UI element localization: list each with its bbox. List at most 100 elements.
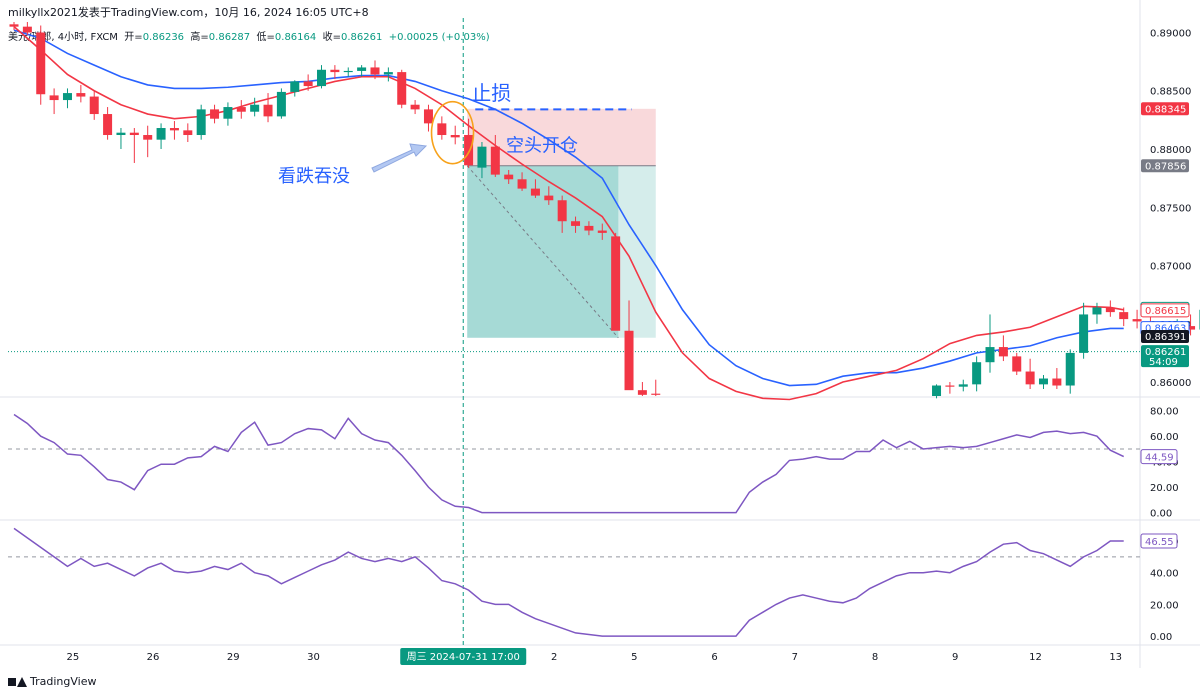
publisher-line: milkyllx2021发表于TradingView.com，10月 16, 2…: [8, 6, 369, 19]
candle-body: [357, 67, 367, 71]
crosshair-time-tag: [400, 648, 527, 665]
legend-open-label: 开=: [124, 32, 143, 43]
candle-body: [1012, 356, 1022, 372]
candle-body: [624, 330, 634, 391]
candle-body: [504, 174, 514, 180]
price-label-text: 0.87856: [1145, 161, 1186, 172]
candle-body: [116, 132, 126, 136]
candle-body: [998, 347, 1008, 357]
oscillator-1-value-tag: [1140, 449, 1178, 465]
candle-body: [410, 104, 420, 110]
symbol-legend: 美元/瑞郎, 4小时, FXCM 开=0.86236 高=0.86287 低=0…: [8, 28, 490, 43]
candle-body: [1092, 307, 1102, 315]
price-tick-label: 0.88500: [1150, 87, 1191, 98]
candle-body: [250, 104, 260, 112]
candle-body: [383, 72, 393, 75]
ma-slow-line: [13, 29, 1124, 387]
oscillator-1-tick-label: 80.00: [1150, 407, 1179, 418]
time-tick-label: 2: [551, 652, 557, 663]
price-label-tag: [1141, 102, 1189, 116]
price-label-tag: [1141, 345, 1189, 368]
candle-body: [22, 26, 32, 33]
candle-body: [517, 179, 527, 189]
candle-body: [571, 221, 581, 226]
oscillator-1-tick-label: 0.00: [1150, 509, 1172, 520]
candle-body: [317, 69, 327, 87]
candle-body: [9, 24, 19, 27]
legend-symbol[interactable]: 美元/瑞郎, 4小时, FXCM: [8, 32, 118, 43]
price-label-text: 0.86615: [1145, 306, 1186, 317]
candle-body: [945, 385, 955, 387]
candle-body: [397, 72, 407, 105]
candle-body: [223, 107, 233, 119]
candle-body: [290, 81, 300, 92]
candle-body: [437, 123, 447, 136]
candle-body: [1186, 326, 1196, 330]
oscillator-2-line: [13, 527, 1124, 637]
short-entry-annotation: 空头开仓: [506, 135, 578, 156]
candle-body: [103, 114, 113, 136]
candle-body: [544, 195, 554, 201]
time-tick-label: 6: [711, 652, 717, 663]
oscillator-1-value-text: 44.59: [1145, 453, 1174, 464]
candle-body: [530, 188, 540, 196]
time-tick-label: 7: [792, 652, 798, 663]
time-tick-label: 5: [631, 652, 637, 663]
candle-body: [958, 384, 968, 387]
time-tick-label: 26: [147, 652, 160, 663]
stop-loss-annotation: 止损: [471, 81, 511, 105]
candle-body: [1105, 307, 1115, 313]
legend-close-label: 收=: [322, 32, 342, 43]
legend-open-value: 0.86236: [142, 32, 185, 43]
candle-body: [330, 69, 340, 73]
candle-body: [611, 236, 621, 331]
candle-body: [450, 135, 460, 138]
time-tick-label: 30: [307, 652, 320, 663]
price-tick-label: 0.89000: [1150, 28, 1191, 39]
oscillator-1-tick-label: 20.00: [1150, 483, 1179, 494]
candle-body: [143, 135, 153, 140]
time-tick-label: 8: [872, 652, 878, 663]
candle-body: [651, 393, 661, 395]
candle-body: [1052, 378, 1062, 386]
candle-body: [477, 146, 487, 168]
candle-body: [423, 109, 433, 124]
candle-body: [490, 146, 500, 175]
time-tick-label: 25: [66, 652, 79, 663]
brand-name: TradingView: [30, 675, 97, 688]
oscillator-1-line: [13, 413, 1125, 514]
oscillator-2-tick-label: 0.00: [1150, 632, 1172, 643]
time-tick-label: 9: [952, 652, 958, 663]
price-label-text: 0.88345: [1145, 104, 1186, 115]
candle-body: [637, 390, 647, 395]
legend-high-value: 0.86287: [208, 32, 251, 43]
candle-body: [1132, 319, 1142, 322]
oscillator-1-tick-label: 60.00: [1150, 432, 1179, 443]
legend-low-label: 低=: [256, 32, 275, 43]
legend-high-label: 高=: [190, 32, 209, 43]
annotation-arrow-icon: [371, 143, 428, 173]
price-tick-label: 0.87000: [1150, 262, 1191, 273]
price-tick-label: 0.88000: [1150, 145, 1191, 156]
engulfing-circle: [430, 100, 475, 165]
candle-body: [183, 130, 193, 136]
price-tick-label: 0.86000: [1150, 378, 1191, 389]
candle-body: [1038, 378, 1048, 385]
candle-body: [303, 81, 313, 87]
oscillator-2-tick-label: 40.00: [1150, 569, 1179, 580]
candle-body: [343, 70, 353, 73]
candle-body: [557, 200, 567, 222]
candle-body: [62, 93, 72, 101]
price-label-text: 0.86391: [1145, 332, 1186, 343]
footer-brand[interactable]: TradingView: [8, 675, 96, 688]
candle-body: [236, 107, 246, 112]
candle-body: [169, 128, 179, 131]
price-label-text: 0.86261: [1145, 347, 1186, 358]
candle-body: [932, 385, 942, 396]
candle-body: [263, 104, 273, 117]
candle-body: [36, 32, 46, 95]
legend-low-value: 0.86164: [274, 32, 317, 43]
candle-body: [129, 132, 139, 136]
candle-body: [210, 109, 220, 119]
